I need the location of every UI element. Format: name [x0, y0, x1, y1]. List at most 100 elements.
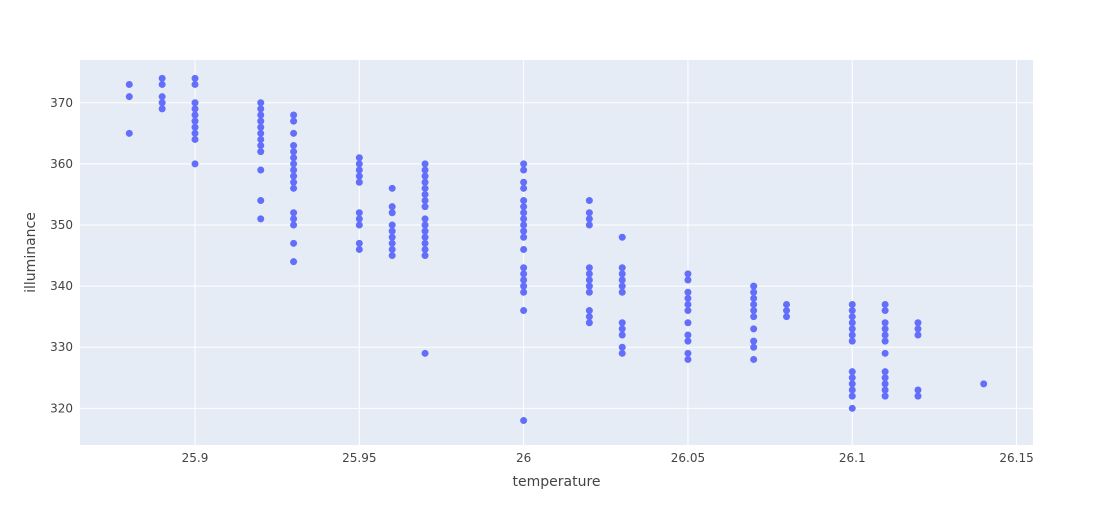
- data-point[interactable]: [355, 245, 363, 253]
- data-point[interactable]: [520, 245, 528, 253]
- data-point[interactable]: [290, 209, 298, 217]
- data-point[interactable]: [355, 172, 363, 180]
- data-point[interactable]: [618, 331, 626, 339]
- data-point[interactable]: [520, 160, 528, 168]
- data-point[interactable]: [158, 93, 166, 101]
- data-point[interactable]: [355, 209, 363, 217]
- data-point[interactable]: [191, 123, 199, 131]
- data-point[interactable]: [848, 368, 856, 376]
- data-point[interactable]: [684, 331, 692, 339]
- data-point[interactable]: [848, 313, 856, 321]
- data-point[interactable]: [191, 74, 199, 82]
- data-point[interactable]: [421, 160, 429, 168]
- data-point[interactable]: [520, 227, 528, 235]
- data-point[interactable]: [881, 349, 889, 357]
- data-point[interactable]: [290, 148, 298, 156]
- data-point[interactable]: [257, 135, 265, 143]
- data-point[interactable]: [684, 276, 692, 284]
- data-point[interactable]: [585, 215, 593, 223]
- data-point[interactable]: [750, 294, 758, 302]
- data-point[interactable]: [585, 221, 593, 229]
- data-point[interactable]: [750, 313, 758, 321]
- data-point[interactable]: [585, 270, 593, 278]
- data-point[interactable]: [355, 221, 363, 229]
- data-point[interactable]: [684, 319, 692, 327]
- data-point[interactable]: [881, 374, 889, 382]
- data-point[interactable]: [848, 392, 856, 400]
- data-point[interactable]: [421, 221, 429, 229]
- data-point[interactable]: [520, 417, 528, 425]
- data-point[interactable]: [290, 142, 298, 150]
- data-point[interactable]: [618, 282, 626, 290]
- data-point[interactable]: [585, 197, 593, 205]
- data-point[interactable]: [257, 111, 265, 119]
- data-point[interactable]: [290, 184, 298, 192]
- data-point[interactable]: [421, 215, 429, 223]
- data-point[interactable]: [191, 129, 199, 137]
- data-point[interactable]: [684, 337, 692, 345]
- data-point[interactable]: [520, 221, 528, 229]
- data-point[interactable]: [750, 355, 758, 363]
- data-point[interactable]: [520, 184, 528, 192]
- data-point[interactable]: [618, 276, 626, 284]
- data-point[interactable]: [881, 300, 889, 308]
- data-point[interactable]: [618, 233, 626, 241]
- data-point[interactable]: [421, 190, 429, 198]
- data-point[interactable]: [881, 331, 889, 339]
- data-point[interactable]: [914, 325, 922, 333]
- data-point[interactable]: [290, 239, 298, 247]
- data-point[interactable]: [881, 319, 889, 327]
- data-point[interactable]: [191, 80, 199, 88]
- data-point[interactable]: [520, 307, 528, 315]
- data-point[interactable]: [388, 221, 396, 229]
- data-point[interactable]: [684, 288, 692, 296]
- data-point[interactable]: [881, 392, 889, 400]
- data-point[interactable]: [585, 264, 593, 272]
- data-point[interactable]: [881, 325, 889, 333]
- data-point[interactable]: [290, 111, 298, 119]
- data-point[interactable]: [191, 111, 199, 119]
- data-point[interactable]: [848, 300, 856, 308]
- data-point[interactable]: [388, 252, 396, 260]
- data-point[interactable]: [848, 380, 856, 388]
- data-point[interactable]: [914, 319, 922, 327]
- data-point[interactable]: [125, 93, 133, 101]
- data-point[interactable]: [520, 270, 528, 278]
- data-point[interactable]: [848, 337, 856, 345]
- data-point[interactable]: [520, 233, 528, 241]
- data-point[interactable]: [257, 99, 265, 107]
- data-point[interactable]: [618, 264, 626, 272]
- data-point[interactable]: [355, 215, 363, 223]
- data-point[interactable]: [585, 313, 593, 321]
- data-point[interactable]: [421, 197, 429, 205]
- data-point[interactable]: [520, 282, 528, 290]
- data-point[interactable]: [388, 184, 396, 192]
- data-point[interactable]: [388, 233, 396, 241]
- data-point[interactable]: [881, 368, 889, 376]
- data-point[interactable]: [750, 307, 758, 315]
- data-point[interactable]: [848, 374, 856, 382]
- data-point[interactable]: [355, 166, 363, 174]
- data-point[interactable]: [520, 197, 528, 205]
- data-point[interactable]: [290, 160, 298, 168]
- data-point[interactable]: [355, 239, 363, 247]
- data-point[interactable]: [750, 300, 758, 308]
- data-point[interactable]: [848, 331, 856, 339]
- data-point[interactable]: [750, 337, 758, 345]
- data-point[interactable]: [421, 227, 429, 235]
- data-point[interactable]: [191, 105, 199, 113]
- data-point[interactable]: [618, 270, 626, 278]
- data-point[interactable]: [257, 129, 265, 137]
- data-point[interactable]: [290, 129, 298, 137]
- data-point[interactable]: [684, 355, 692, 363]
- data-point[interactable]: [290, 215, 298, 223]
- data-point[interactable]: [290, 172, 298, 180]
- data-point[interactable]: [618, 319, 626, 327]
- data-point[interactable]: [783, 300, 791, 308]
- data-point[interactable]: [520, 276, 528, 284]
- data-point[interactable]: [783, 307, 791, 315]
- data-point[interactable]: [750, 343, 758, 351]
- data-point[interactable]: [914, 392, 922, 400]
- data-point[interactable]: [257, 215, 265, 223]
- data-point[interactable]: [158, 80, 166, 88]
